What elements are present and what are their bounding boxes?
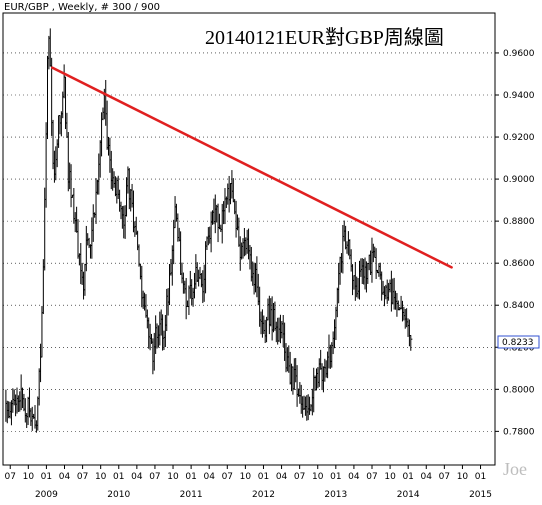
chart-title: 20140121EUR對GBP周線圖 [205, 26, 444, 49]
y-tick-label: 0.8600 [503, 259, 535, 269]
x-year-label: 2009 [35, 490, 58, 500]
y-tick-label: 0.9600 [503, 49, 535, 59]
x-month-label: 10 [240, 472, 252, 482]
x-month-label: 04 [348, 472, 360, 482]
chart-header: EUR/GBP , Weekly, # 300 / 900 [4, 2, 160, 13]
y-tick-label: 0.9400 [503, 91, 535, 101]
y-tick-label: 0.8000 [503, 385, 535, 395]
watermark: Joe [503, 459, 527, 479]
x-month-label: 04 [421, 472, 433, 482]
trendline-layer [50, 66, 453, 269]
x-month-label: 04 [203, 472, 215, 482]
x-month-label: 07 [366, 472, 377, 482]
trendline [50, 66, 453, 269]
x-month-label: 04 [59, 472, 71, 482]
x-month-label: 01 [330, 472, 341, 482]
price-series [5, 28, 413, 433]
x-year-label: 2015 [469, 490, 492, 500]
x-axis: 07 10 01 04 07 10 01 04 07 10 01 04 07 10 01 04 07 10 01 04… [5, 465, 492, 500]
x-year-label: 2012 [252, 490, 275, 500]
x-month-label: 07 [439, 472, 450, 482]
y-tick-label: 0.7800 [503, 427, 535, 437]
x-month-label: 04 [276, 472, 288, 482]
x-month-label: 01 [402, 472, 413, 482]
last-price-label: 0.8233 [502, 338, 534, 348]
x-year-label: 2014 [397, 490, 420, 500]
y-tick-label: 0.9000 [503, 175, 535, 185]
x-month-label: 01 [475, 472, 486, 482]
x-month-label: 10 [23, 472, 35, 482]
x-month-label: 07 [294, 472, 305, 482]
x-month-label: 07 [149, 472, 160, 482]
x-month-label: 04 [131, 472, 143, 482]
x-year-label: 2013 [324, 490, 347, 500]
x-month-label: 01 [185, 472, 196, 482]
plot-frame [2, 12, 496, 466]
y-tick-label: 0.8800 [503, 217, 535, 227]
x-month-label: 01 [113, 472, 124, 482]
x-month-label: 10 [384, 472, 396, 482]
x-month-label: 01 [258, 472, 269, 482]
y-tick-label: 0.8400 [503, 301, 535, 311]
x-month-label: 07 [5, 472, 16, 482]
x-month-label: 10 [167, 472, 179, 482]
x-month-label: 07 [77, 472, 88, 482]
x-month-label: 01 [41, 472, 52, 482]
x-month-label: 10 [457, 472, 469, 482]
x-month-label: 10 [312, 472, 324, 482]
x-month-label: 10 [95, 472, 107, 482]
x-month-label: 07 [222, 472, 233, 482]
x-year-label: 2010 [107, 490, 130, 500]
x-year-label: 2011 [180, 490, 203, 500]
last-price-box [497, 335, 540, 349]
y-tick-label: 0.9200 [503, 133, 535, 143]
